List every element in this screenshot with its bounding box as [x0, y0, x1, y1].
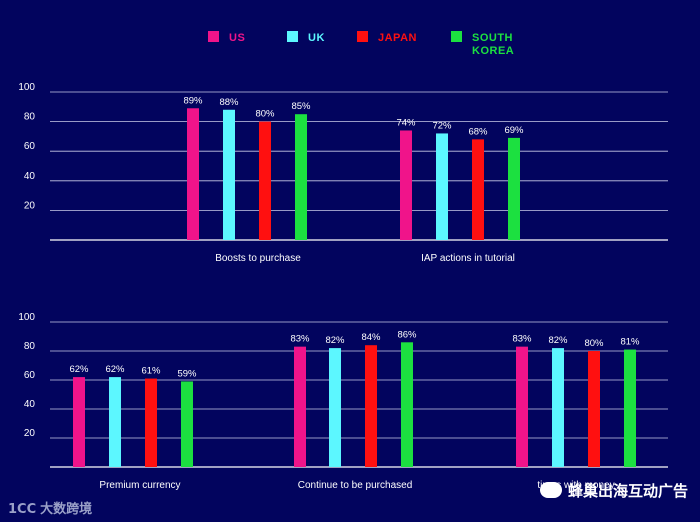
- bar: [259, 121, 271, 240]
- bar: [294, 346, 306, 467]
- data-label: 81%: [620, 337, 640, 348]
- y-tick-label: 60: [24, 370, 36, 381]
- bar: [508, 137, 520, 240]
- watermark-right-text: 蜂巢出海互动广告: [568, 483, 689, 500]
- legend-label: UK: [308, 32, 325, 44]
- y-tick-label: 80: [24, 112, 36, 123]
- wechat-icon: [540, 482, 562, 498]
- category-label: IAP actions in tutorial: [421, 253, 515, 264]
- watermark-left-text: 大数跨境: [40, 501, 93, 516]
- data-label: 74%: [396, 117, 416, 128]
- bar: [436, 133, 448, 240]
- bar: [400, 130, 412, 240]
- bar: [109, 377, 121, 467]
- bar: [401, 342, 413, 467]
- data-label: 89%: [183, 95, 203, 106]
- data-label: 83%: [512, 334, 532, 345]
- data-label: 84%: [361, 332, 381, 343]
- bar: [187, 108, 199, 240]
- data-label: 82%: [325, 335, 345, 346]
- data-label: 80%: [584, 338, 604, 349]
- data-label: 88%: [219, 97, 239, 108]
- bar: [295, 114, 307, 240]
- y-tick-label: 100: [18, 312, 35, 323]
- bar: [329, 348, 341, 467]
- y-tick-label: 20: [24, 428, 36, 439]
- legend-swatch: [451, 31, 462, 42]
- y-tick-label: 60: [24, 141, 36, 152]
- data-label: 68%: [468, 126, 488, 137]
- watermark-right: 蜂巢出海互动广告: [540, 480, 688, 501]
- category-label: Boosts to purchase: [215, 253, 301, 264]
- data-label: 83%: [290, 334, 310, 345]
- data-label: 61%: [141, 366, 161, 377]
- y-tick-label: 100: [18, 82, 35, 93]
- category-label: Continue to be purchased: [298, 480, 413, 491]
- legend-swatch: [208, 31, 219, 42]
- bar: [181, 381, 193, 467]
- data-label: 62%: [105, 364, 125, 375]
- bar: [145, 378, 157, 467]
- legend-label: JAPAN: [378, 32, 417, 44]
- data-label: 80%: [255, 109, 275, 120]
- bar: [588, 351, 600, 467]
- legend-label: SOUTH KOREA: [472, 32, 514, 57]
- y-tick-label: 80: [24, 341, 36, 352]
- data-label: 59%: [177, 368, 197, 379]
- bar: [516, 346, 528, 467]
- watermark-left: 1CC 大数跨境: [8, 498, 92, 517]
- category-label: Premium currency: [99, 480, 180, 491]
- bar: [472, 139, 484, 240]
- bar: [624, 349, 636, 467]
- data-label: 72%: [432, 120, 452, 131]
- category-label: times with money: [537, 480, 614, 491]
- y-tick-label: 40: [24, 171, 36, 182]
- bar: [73, 377, 85, 467]
- data-label: 69%: [504, 125, 524, 136]
- data-label: 62%: [69, 364, 89, 375]
- data-label: 86%: [397, 329, 417, 340]
- bar: [365, 345, 377, 467]
- y-tick-label: 40: [24, 399, 36, 410]
- y-tick-label: 20: [24, 200, 36, 211]
- bar: [552, 348, 564, 467]
- data-label: 85%: [291, 101, 311, 112]
- data-label: 82%: [548, 335, 568, 346]
- legend-swatch: [357, 31, 368, 42]
- watermark-logo: 1CC: [8, 502, 37, 517]
- legend-label: US: [229, 32, 245, 44]
- legend-swatch: [287, 31, 298, 42]
- bar: [223, 109, 235, 240]
